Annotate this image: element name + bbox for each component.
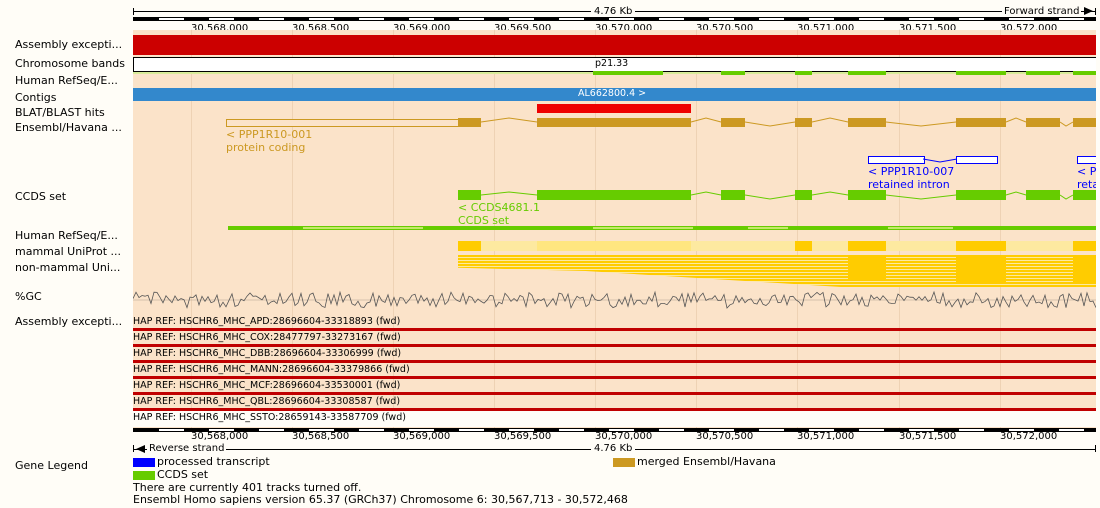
bottom-scale-bar: 30,568,000 30,568,500 30,569,000 30,569,… — [133, 428, 1096, 456]
scale-position: 30,569,500 — [494, 431, 552, 442]
scale-position: 30,572,000 — [1000, 23, 1058, 34]
transcript-type: reta — [1077, 178, 1096, 191]
exon[interactable] — [537, 118, 691, 127]
blat-hit[interactable] — [537, 104, 691, 113]
track-label[interactable]: %GC — [15, 290, 42, 303]
exon[interactable] — [458, 118, 481, 127]
scale-position: 30,571,500 — [899, 431, 957, 442]
haplotype-row[interactable]: HAP REF: HSCHR6_MHC_COX:28477797-3327316… — [133, 331, 1096, 347]
scale-length-label: 4.76 Kb — [591, 6, 636, 17]
transcript-type: retained intron — [868, 178, 950, 191]
exon[interactable] — [795, 118, 812, 127]
reverse-strand-label: Reverse strand — [147, 443, 227, 454]
exon[interactable] — [848, 118, 886, 127]
ccds-exon[interactable] — [458, 190, 481, 200]
legend-swatch — [133, 458, 155, 467]
scale-position: 30,570,000 — [595, 23, 653, 34]
reverse-arrow-icon — [136, 445, 145, 453]
scale-position: 30,569,000 — [393, 23, 451, 34]
transcript-introns — [480, 117, 1074, 127]
scale-position: 30,570,500 — [696, 431, 754, 442]
scale-position: 30,572,000 — [1000, 431, 1058, 442]
haplotype-row[interactable]: HAP REF: HSCHR6_MHC_SSTO:28659143-335877… — [133, 411, 1096, 427]
exon[interactable] — [956, 118, 1006, 127]
ccds-exon[interactable] — [795, 190, 812, 200]
scale-position: 30,571,500 — [899, 23, 957, 34]
scale-position: 30,571,000 — [797, 23, 855, 34]
scale-position: 30,569,000 — [393, 431, 451, 442]
ccds-exon[interactable] — [1073, 190, 1096, 200]
haplotype-row[interactable]: HAP REF: HSCHR6_MHC_QBL:28696604-3330858… — [133, 395, 1096, 411]
track-label[interactable]: Chromosome bands — [15, 57, 125, 70]
exon[interactable] — [721, 118, 745, 127]
scale-position: 30,568,500 — [292, 23, 350, 34]
haplotype-row[interactable]: HAP REF: HSCHR6_MHC_APD:28696604-3331889… — [133, 315, 1096, 331]
ccds-type: CCDS set — [458, 214, 510, 227]
gc-content-plot[interactable] — [133, 288, 1096, 312]
transcript-name[interactable]: < PP — [1077, 165, 1096, 178]
track-label[interactable]: Contigs — [15, 91, 57, 104]
scale-position: 30,570,000 — [595, 431, 653, 442]
ccds-exon[interactable] — [537, 190, 691, 200]
top-scale-bar: 4.76 Kb Forward strand 30,568,000 30,568… — [133, 6, 1096, 34]
scale-position: 30,568,000 — [191, 23, 249, 34]
scale-length-label: 4.76 Kb — [591, 443, 636, 454]
scale-position: 30,568,000 — [191, 431, 249, 442]
tracks-panel[interactable]: p21.33 AL662800.4 > < PPP1R10-001 protei… — [133, 30, 1096, 430]
track-label[interactable]: non-mammal Uni... — [15, 261, 121, 274]
forward-strand-label: Forward strand — [1002, 6, 1082, 17]
transcript-name[interactable]: < PPP1R10-001 — [226, 128, 313, 141]
track-label[interactable]: Assembly excepti... — [15, 38, 123, 51]
track-label[interactable]: Ensembl/Havana ... — [15, 121, 122, 134]
legend-label: CCDS set — [157, 468, 209, 481]
contig-bar[interactable] — [133, 88, 1096, 101]
scale-position: 30,568,500 — [292, 431, 350, 442]
transcript-type: protein coding — [226, 141, 306, 154]
scale-position: 30,571,000 — [797, 431, 855, 442]
legend-swatch — [133, 471, 155, 480]
uniprot-hit[interactable] — [481, 241, 1096, 251]
ccds-exon[interactable] — [1026, 190, 1060, 200]
haplotype-row[interactable]: HAP REF: HSCHR6_MHC_MCF:28696604-3353000… — [133, 379, 1096, 395]
processed-exon[interactable] — [1077, 156, 1096, 164]
track-label[interactable]: Human RefSeq/E... — [15, 74, 118, 87]
forward-arrow-icon — [1084, 7, 1093, 15]
track-label[interactable]: CCDS set — [15, 190, 67, 203]
ccds-name[interactable]: < CCDS4681.1 — [458, 201, 541, 214]
ccds-exon[interactable] — [956, 190, 1006, 200]
track-label[interactable]: mammal UniProt ... — [15, 245, 122, 258]
track-label[interactable]: BLAT/BLAST hits — [15, 106, 105, 119]
tracks-off-notice: There are currently 401 tracks turned of… — [133, 481, 362, 494]
ccds-exon[interactable] — [721, 190, 745, 200]
processed-exon[interactable] — [868, 156, 925, 164]
exon[interactable] — [1073, 118, 1096, 127]
band-label: p21.33 — [595, 58, 629, 69]
track-label[interactable]: Human RefSeq/E... — [15, 229, 118, 242]
scale-position: 30,570,500 — [696, 23, 754, 34]
processed-exon[interactable] — [956, 156, 998, 164]
assembly-exception-bar[interactable] — [133, 35, 1096, 55]
exon[interactable] — [1026, 118, 1060, 127]
haplotype-row[interactable]: HAP REF: HSCHR6_MHC_MANN:28696604-333798… — [133, 363, 1096, 379]
track-label[interactable]: Assembly excepti... — [15, 315, 123, 328]
contig-label: AL662800.4 > — [578, 88, 647, 99]
ccds-exon[interactable] — [848, 190, 886, 200]
gene-legend-title: Gene Legend — [15, 459, 88, 472]
haplotype-row[interactable]: HAP REF: HSCHR6_MHC_DBB:28696604-3330699… — [133, 347, 1096, 363]
uniprot-hit[interactable] — [458, 241, 481, 251]
legend-label: processed transcript — [157, 455, 270, 468]
transcript-name[interactable]: < PPP1R10-007 — [868, 165, 955, 178]
version-info: Ensembl Homo sapiens version 65.37 (GRCh… — [133, 493, 628, 506]
scale-position: 30,569,500 — [494, 23, 552, 34]
legend-label: merged Ensembl/Havana — [637, 455, 776, 468]
legend-swatch — [613, 458, 635, 467]
